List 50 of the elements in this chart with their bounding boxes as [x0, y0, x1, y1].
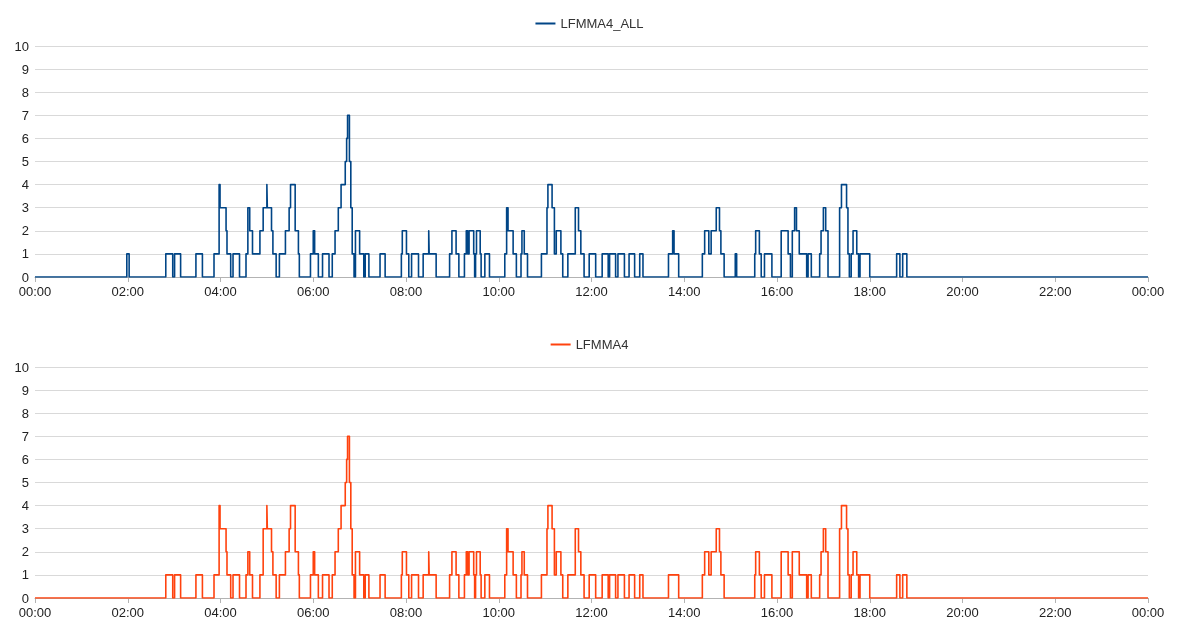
x-tick-label: 04:00	[204, 604, 237, 620]
x-tick-label: 22:00	[1038, 284, 1072, 299]
y-tick-label: 0	[21, 590, 29, 605]
y-tick-label: 0	[21, 269, 29, 285]
y-tick-label: 9	[21, 61, 29, 77]
y-tick-label: 7	[21, 107, 29, 123]
x-tick-label: 14:00	[667, 284, 701, 299]
y-tick-label: 5	[21, 154, 29, 169]
x-tick-label: 06:00	[296, 604, 330, 620]
x-tick-label: 18:00	[853, 604, 887, 620]
y-tick-label: 10	[14, 38, 29, 54]
y-tick-label: 1	[21, 246, 29, 262]
x-tick-label: 20:00	[946, 284, 979, 299]
y-tick-label: 8	[21, 405, 29, 421]
x-tick-label: 12:00	[575, 604, 608, 620]
y-tick-label: 3	[21, 200, 29, 216]
x-tick-label: 08:00	[389, 604, 423, 620]
x-tick-label: 00:00	[1131, 604, 1165, 620]
x-tick-label: 16:00	[760, 604, 794, 620]
x-tick-label: 10:00	[482, 604, 516, 620]
x-tick-label: 02:00	[111, 604, 145, 620]
y-tick-label: 7	[21, 428, 29, 444]
y-tick-label: 6	[21, 130, 29, 146]
y-tick-label: 4	[21, 177, 29, 193]
y-tick-label: 1	[21, 566, 29, 582]
y-tick-label: 8	[21, 84, 29, 100]
legend-label: LFMMA4_ALL	[560, 16, 644, 31]
x-tick-label: 20:00	[946, 604, 979, 620]
x-tick-label: 10:00	[482, 284, 516, 299]
y-tick-label: 2	[21, 543, 29, 559]
x-tick-label: 00:00	[18, 284, 52, 299]
x-tick-label: 08:00	[389, 284, 423, 299]
y-tick-label: 4	[21, 497, 29, 513]
y-tick-label: 2	[21, 223, 29, 239]
x-tick-label: 16:00	[760, 284, 794, 299]
y-tick-label: 3	[21, 520, 29, 536]
x-tick-label: 06:00	[296, 284, 330, 299]
y-tick-label: 10	[14, 359, 29, 374]
y-tick-label: 9	[21, 382, 29, 398]
x-tick-label: 02:00	[111, 284, 145, 299]
x-tick-label: 00:00	[18, 604, 52, 620]
y-tick-label: 6	[21, 451, 29, 467]
x-tick-label: 12:00	[575, 284, 608, 299]
y-tick-label: 5	[21, 474, 29, 490]
x-tick-label: 00:00	[1131, 284, 1165, 299]
x-tick-label: 22:00	[1038, 604, 1072, 620]
legend-label: LFMMA4	[575, 336, 629, 352]
x-tick-label: 14:00	[667, 604, 701, 620]
x-tick-label: 04:00	[204, 284, 237, 299]
x-tick-label: 18:00	[853, 284, 887, 299]
